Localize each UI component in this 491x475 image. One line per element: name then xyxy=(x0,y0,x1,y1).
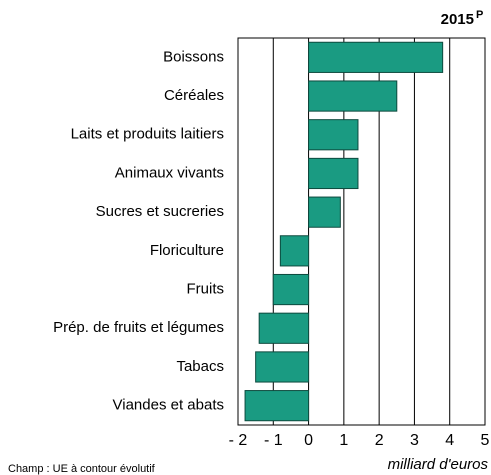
x-tick-label: 2 xyxy=(375,432,384,449)
bar xyxy=(258,312,310,344)
bar xyxy=(308,196,341,228)
footnote: Champ : UE à contour évolutif xyxy=(8,463,156,475)
y-tick-label: Tabacs xyxy=(176,358,224,375)
bar xyxy=(308,157,359,190)
x-tick-label: 3 xyxy=(410,432,419,449)
y-tick-label: Animaux vivants xyxy=(115,164,224,181)
y-tick-label: Céréales xyxy=(164,87,224,104)
x-axis-label: milliard d'euros xyxy=(388,456,489,473)
x-tick-label: 0 xyxy=(304,432,313,449)
x-tick-label: 4 xyxy=(445,432,454,449)
y-tick-label: Prép. de fruits et légumes xyxy=(53,319,224,336)
x-tick-label: - 1 xyxy=(264,432,283,449)
bar xyxy=(308,80,398,112)
chart-title: 2015 xyxy=(441,11,474,28)
chart-title-superscript: P xyxy=(476,9,483,21)
bar xyxy=(255,351,310,383)
y-tick-label: Boissons xyxy=(163,48,224,65)
bar xyxy=(308,41,444,73)
x-tick-label: - 2 xyxy=(229,432,248,449)
x-tick-label: 1 xyxy=(339,432,348,449)
y-tick-label: Sucres et sucreries xyxy=(96,203,224,220)
y-tick-label: Viandes et abats xyxy=(113,397,224,414)
bar xyxy=(272,273,310,306)
x-tick-label: 5 xyxy=(481,432,490,449)
bar xyxy=(308,119,359,151)
y-tick-label: Fruits xyxy=(187,281,225,298)
y-tick-label: Floriculture xyxy=(150,242,224,259)
bar xyxy=(279,235,310,267)
bar xyxy=(244,390,310,422)
y-tick-label: Laits et produits laitiers xyxy=(71,126,224,143)
